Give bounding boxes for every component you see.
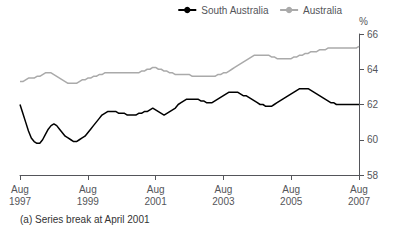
svg-text:(a) Series break at April 2001: (a) Series break at April 2001	[20, 214, 150, 225]
svg-text:64: 64	[367, 64, 379, 75]
svg-text:South Australia: South Australia	[201, 5, 269, 16]
svg-text:Australia: Australia	[303, 5, 342, 16]
svg-text:Aug: Aug	[282, 184, 300, 195]
svg-text:1997: 1997	[9, 196, 32, 207]
svg-text:Aug: Aug	[215, 184, 233, 195]
svg-text:62: 62	[367, 99, 379, 110]
svg-text:60: 60	[367, 134, 379, 145]
svg-text:66: 66	[367, 29, 379, 40]
svg-text:%: %	[359, 16, 368, 27]
svg-text:2007: 2007	[348, 196, 371, 207]
svg-text:Aug: Aug	[11, 184, 29, 195]
svg-text:2003: 2003	[212, 196, 235, 207]
svg-text:1999: 1999	[77, 196, 100, 207]
svg-text:Aug: Aug	[79, 184, 97, 195]
svg-text:2001: 2001	[144, 196, 167, 207]
svg-text:2005: 2005	[280, 196, 303, 207]
svg-text:58: 58	[367, 170, 379, 181]
svg-text:Aug: Aug	[350, 184, 368, 195]
svg-text:Aug: Aug	[147, 184, 165, 195]
